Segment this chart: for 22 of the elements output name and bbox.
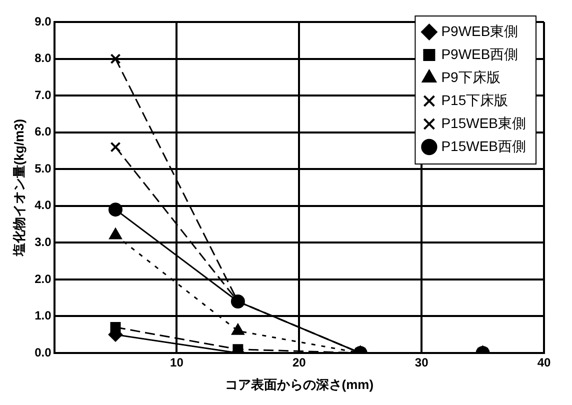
x-tick-label: 40 [537, 356, 551, 370]
legend-label: P9WEB東側 [441, 22, 518, 39]
legend-label: P15WEB東側 [441, 114, 526, 131]
y-tick-label: 8.0 [34, 51, 52, 66]
y-tick-label: 0.0 [34, 345, 52, 360]
y-tick-label: 7.0 [34, 88, 52, 102]
y-tick-label: 3.0 [34, 234, 52, 249]
legend-label: P9下床版 [441, 68, 500, 85]
x-tick-label: 30 [414, 356, 429, 370]
y-tick-label: 9.0 [34, 14, 52, 28]
legend-label: P15WEB西側 [441, 138, 526, 154]
y-axis-title: 塩化物イオン量(kg/m3) [11, 118, 26, 258]
x-axis-title: コア表面からの深さ(mm) [224, 376, 374, 392]
x-tick-label: 20 [292, 356, 306, 370]
y-tick-label: 1.0 [34, 308, 52, 323]
legend-label: P15下床版 [441, 92, 508, 108]
legend-label: P9WEB西側 [441, 46, 518, 62]
y-tick-label: 2.0 [34, 272, 52, 286]
y-tick-label: 5.0 [34, 161, 52, 176]
y-tick-label: 6.0 [34, 124, 52, 139]
y-tick-label: 4.0 [34, 198, 52, 212]
x-tick-label: 10 [170, 356, 184, 370]
